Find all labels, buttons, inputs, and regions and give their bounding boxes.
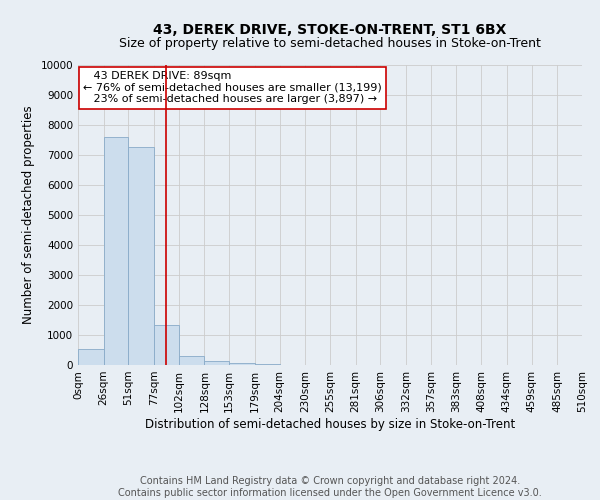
Text: Size of property relative to semi-detached houses in Stoke-on-Trent: Size of property relative to semi-detach… xyxy=(119,38,541,51)
Bar xyxy=(154,324,179,365)
Bar xyxy=(128,148,154,365)
Bar xyxy=(179,356,205,365)
Text: Contains HM Land Registry data © Crown copyright and database right 2024.
Contai: Contains HM Land Registry data © Crown c… xyxy=(118,476,542,498)
Bar xyxy=(205,360,229,365)
X-axis label: Distribution of semi-detached houses by size in Stoke-on-Trent: Distribution of semi-detached houses by … xyxy=(145,418,515,430)
Bar xyxy=(255,364,280,365)
Bar xyxy=(78,348,104,365)
Text: 43, DEREK DRIVE, STOKE-ON-TRENT, ST1 6BX: 43, DEREK DRIVE, STOKE-ON-TRENT, ST1 6BX xyxy=(154,22,506,36)
Y-axis label: Number of semi-detached properties: Number of semi-detached properties xyxy=(22,106,35,324)
Text: 43 DEREK DRIVE: 89sqm
← 76% of semi-detached houses are smaller (13,199)
   23% : 43 DEREK DRIVE: 89sqm ← 76% of semi-deta… xyxy=(83,71,382,104)
Bar xyxy=(229,362,255,365)
Bar xyxy=(104,137,128,365)
